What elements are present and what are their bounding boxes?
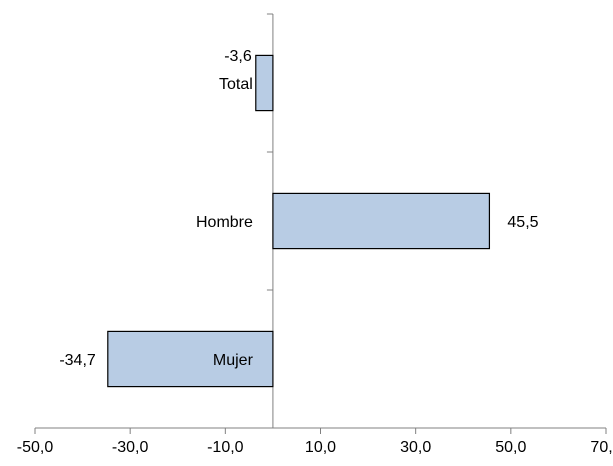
bar-mujer: [107, 330, 274, 388]
x-tick-label: -50,0: [17, 439, 54, 456]
x-tick-label: -30,0: [112, 439, 149, 456]
value-label: -3,6: [224, 48, 252, 65]
category-labels: Total Hombre Mujer: [196, 76, 254, 369]
x-tick-label: 50,0: [495, 439, 526, 456]
value-label: 45,5: [507, 214, 538, 231]
value-label: -34,7: [59, 352, 96, 369]
category-label: Total: [219, 76, 253, 93]
x-tick-label: 10,0: [305, 439, 336, 456]
x-tick-label: -10,0: [207, 439, 244, 456]
bars: [107, 54, 491, 388]
x-tick-label: 70,0: [590, 439, 613, 456]
category-label: Hombre: [196, 214, 253, 231]
value-labels: -3,6 45,5 -34,7: [59, 48, 538, 369]
bar-total: [255, 54, 274, 112]
x-axis: -50,0 -30,0 -10,0 10,0 30,0 50,0 70,0: [17, 427, 613, 456]
category-label: Mujer: [213, 352, 254, 369]
bar-hombre: [272, 192, 491, 250]
x-tick-label: 30,0: [400, 439, 431, 456]
